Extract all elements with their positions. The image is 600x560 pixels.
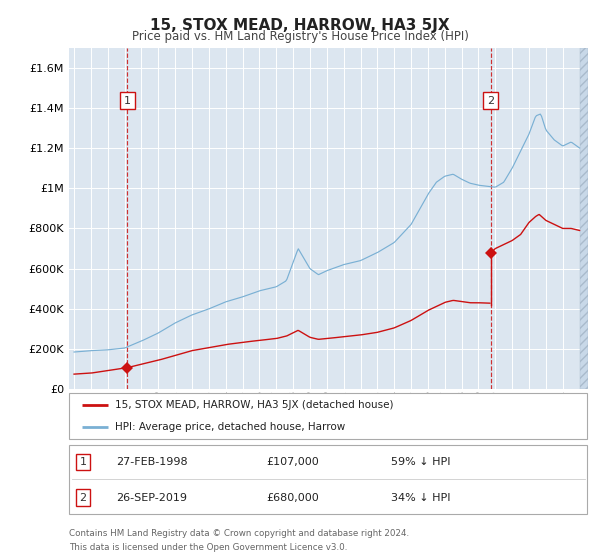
Text: 27-FEB-1998: 27-FEB-1998 xyxy=(116,457,187,467)
FancyBboxPatch shape xyxy=(69,445,587,514)
FancyBboxPatch shape xyxy=(69,394,587,438)
Text: 2: 2 xyxy=(79,493,86,503)
Text: Price paid vs. HM Land Registry's House Price Index (HPI): Price paid vs. HM Land Registry's House … xyxy=(131,30,469,43)
Text: £680,000: £680,000 xyxy=(266,493,319,503)
Text: 1: 1 xyxy=(124,96,131,105)
Text: 1: 1 xyxy=(80,457,86,467)
Bar xyxy=(580,48,588,389)
Text: 15, STOX MEAD, HARROW, HA3 5JX: 15, STOX MEAD, HARROW, HA3 5JX xyxy=(150,18,450,34)
Text: 15, STOX MEAD, HARROW, HA3 5JX (detached house): 15, STOX MEAD, HARROW, HA3 5JX (detached… xyxy=(115,400,393,410)
Text: 59% ↓ HPI: 59% ↓ HPI xyxy=(391,457,450,467)
Text: £107,000: £107,000 xyxy=(266,457,319,467)
Text: This data is licensed under the Open Government Licence v3.0.: This data is licensed under the Open Gov… xyxy=(69,543,347,552)
Text: 26-SEP-2019: 26-SEP-2019 xyxy=(116,493,187,503)
Text: 34% ↓ HPI: 34% ↓ HPI xyxy=(391,493,450,503)
Text: HPI: Average price, detached house, Harrow: HPI: Average price, detached house, Harr… xyxy=(115,422,345,432)
Text: 2: 2 xyxy=(487,96,494,105)
Text: Contains HM Land Registry data © Crown copyright and database right 2024.: Contains HM Land Registry data © Crown c… xyxy=(69,529,409,538)
